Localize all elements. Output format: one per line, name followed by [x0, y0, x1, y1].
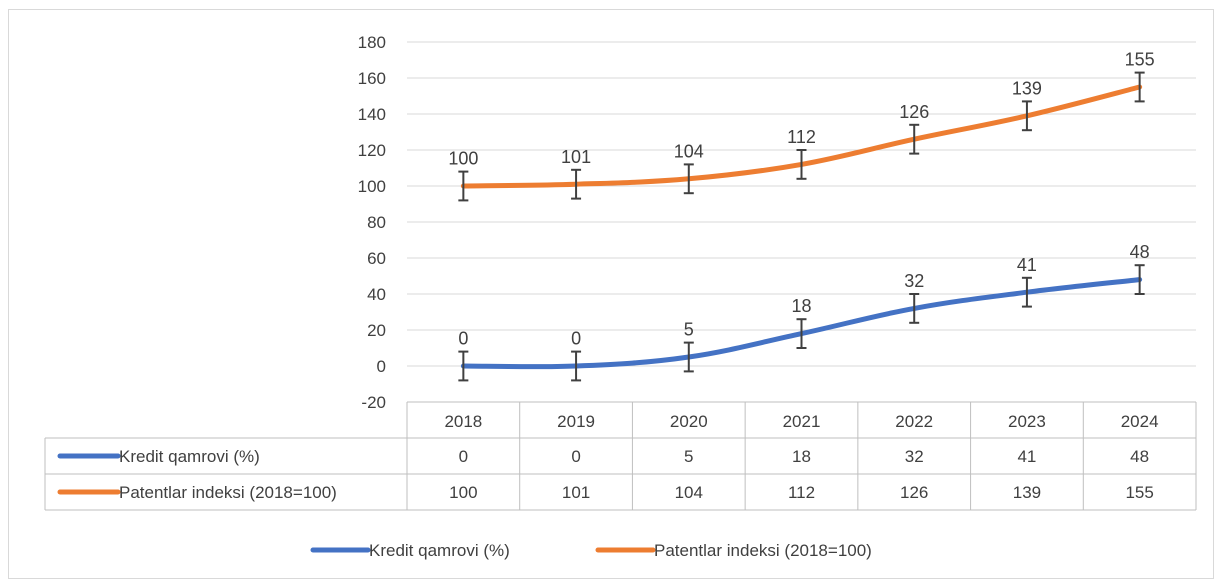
x-tick-label-2018: 2018: [444, 412, 482, 431]
table-cell-kredit-qamrovi-2021: 18: [792, 447, 811, 466]
error-bar-kredit-qamrovi-2019: [571, 350, 582, 382]
legend-label-patentlar-indeksi-2018-100: Patentlar indeksi (2018=100): [654, 541, 872, 560]
table-cell-patentlar-indeksi-2018-100-2023: 139: [1013, 483, 1041, 502]
legend-label-kredit-qamrovi: Kredit qamrovi (%): [369, 541, 510, 560]
y-tick-label-100: 100: [358, 177, 386, 196]
table-cell-patentlar-indeksi-2018-100-2021: 112: [788, 483, 815, 502]
x-tick-label-2024: 2024: [1121, 412, 1159, 431]
error-bar-patentlar-indeksi-2018-100-2018: [458, 170, 469, 202]
data-label-patentlar-indeksi-2018-100-2019: 101: [561, 147, 591, 167]
y-tick-label-80: 80: [367, 213, 386, 232]
y-tick-label-20: -20: [361, 393, 386, 412]
y-tick-label-180: 180: [358, 33, 386, 52]
x-tick-label-2021: 2021: [783, 412, 821, 431]
table-cell-kredit-qamrovi-2018: 0: [459, 447, 468, 466]
x-tick-label-2022: 2022: [895, 412, 933, 431]
data-label-kredit-qamrovi-2024: 48: [1130, 242, 1150, 262]
data-label-kredit-qamrovi-2020: 5: [684, 320, 694, 340]
table-series-name-patentlar-indeksi-2018-100: Patentlar indeksi (2018=100): [119, 483, 337, 502]
y-tick-label-40: 40: [367, 285, 386, 304]
x-tick-label-2019: 2019: [557, 412, 595, 431]
data-label-kredit-qamrovi-2019: 0: [571, 329, 581, 349]
data-label-patentlar-indeksi-2018-100-2020: 104: [674, 141, 704, 161]
data-label-patentlar-indeksi-2018-100-2022: 126: [899, 102, 929, 122]
table-series-name-kredit-qamrovi: Kredit qamrovi (%): [119, 447, 260, 466]
data-label-patentlar-indeksi-2018-100-2021: 112: [787, 127, 816, 147]
data-label-patentlar-indeksi-2018-100-2023: 139: [1012, 78, 1042, 98]
table-cell-kredit-qamrovi-2022: 32: [905, 447, 924, 466]
error-bar-kredit-qamrovi-2020: [683, 341, 694, 373]
y-axis-ticks: 180 160 140 120 100 80 60 40 20 0 -20: [358, 33, 386, 412]
error-bar-patentlar-indeksi-2018-100-2019: [571, 168, 582, 200]
y-tick-label-0: 0: [377, 357, 386, 376]
error-bar-kredit-qamrovi-2021: [796, 318, 807, 349]
gridlines: [407, 41, 1196, 367]
table-cell-patentlar-indeksi-2018-100-2020: 104: [675, 483, 703, 502]
y-tick-label-20: 20: [367, 321, 386, 340]
error-bar-kredit-qamrovi-2023: [1021, 276, 1032, 308]
table-cell-patentlar-indeksi-2018-100-2024: 155: [1125, 483, 1153, 502]
data-label-kredit-qamrovi-2022: 32: [904, 271, 924, 291]
error-bar-kredit-qamrovi-2024: [1134, 264, 1145, 295]
error-bar-patentlar-indeksi-2018-100-2023: [1021, 100, 1032, 132]
x-tick-label-2023: 2023: [1008, 412, 1046, 431]
table-cell-patentlar-indeksi-2018-100-2019: 101: [562, 483, 590, 502]
error-bar-patentlar-indeksi-2018-100-2021: [796, 149, 807, 180]
y-tick-label-60: 60: [367, 249, 386, 268]
table-cell-kredit-qamrovi-2023: 41: [1017, 447, 1036, 466]
data-label-patentlar-indeksi-2018-100-2018: 100: [448, 149, 478, 169]
data-label-kredit-qamrovi-2023: 41: [1017, 255, 1037, 275]
y-tick-label-140: 140: [358, 105, 386, 124]
table-cell-patentlar-indeksi-2018-100-2018: 100: [449, 483, 477, 502]
table-cell-kredit-qamrovi-2020: 5: [684, 447, 693, 466]
table-cell-kredit-qamrovi-2024: 48: [1130, 447, 1149, 466]
error-bar-kredit-qamrovi-2022: [909, 293, 920, 324]
y-tick-label-120: 120: [358, 141, 386, 160]
data-label-kredit-qamrovi-2021: 18: [791, 296, 811, 316]
data-label-kredit-qamrovi-2018: 0: [458, 329, 468, 349]
table-cell-patentlar-indeksi-2018-100-2022: 126: [900, 483, 928, 502]
error-bars: [458, 71, 1145, 382]
table-cell-kredit-qamrovi-2019: 0: [571, 447, 580, 466]
data-label-patentlar-indeksi-2018-100-2024: 155: [1125, 50, 1155, 70]
error-bar-patentlar-indeksi-2018-100-2024: [1134, 71, 1145, 103]
error-bar-kredit-qamrovi-2018: [458, 350, 469, 382]
x-tick-label-2020: 2020: [670, 412, 708, 431]
data-table: 2018 2019 2020 2021 2022 2023 2024 Kredit qamro…: [44, 401, 1197, 511]
legend: Kredit qamrovi (%) Patentlar indeksi (201…: [310, 541, 872, 560]
y-tick-label-160: 160: [358, 69, 386, 88]
data-labels: 0 0 5 18 32 41 48 100 101 104 112 126 139 155: [448, 50, 1154, 349]
error-bar-patentlar-indeksi-2018-100-2020: [683, 163, 694, 195]
error-bar-patentlar-indeksi-2018-100-2022: [909, 123, 920, 155]
